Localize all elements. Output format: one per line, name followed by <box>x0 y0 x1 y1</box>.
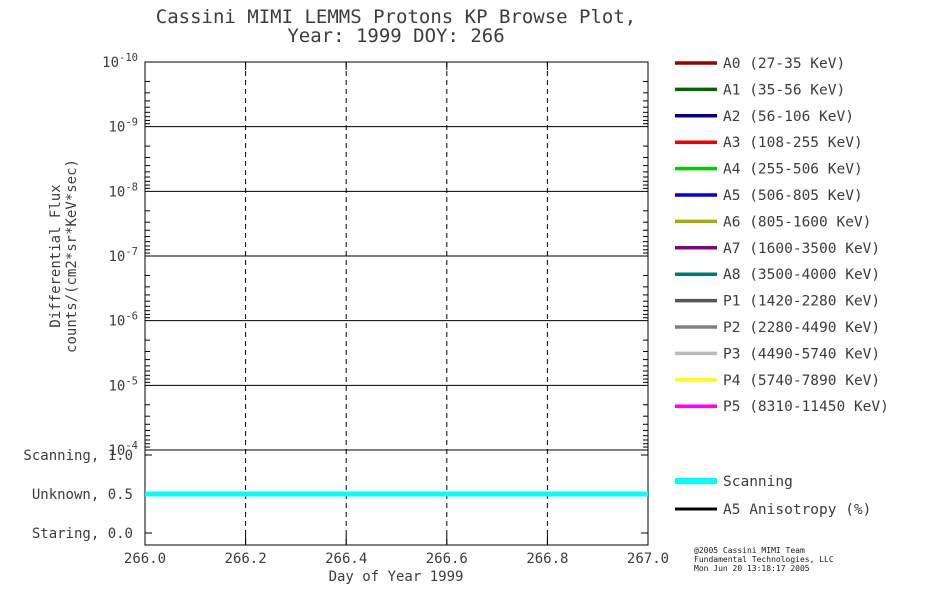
x-tick-label: 266.6 <box>426 551 468 567</box>
y-tick-label: 10-9 <box>108 117 138 136</box>
legend-label: A1 (35-56 KeV) <box>723 82 845 98</box>
x-tick-label: 266.0 <box>124 551 166 567</box>
credit-line3: Mon Jun 20 13:18:17 2005 <box>694 564 810 573</box>
axis-layer: 266.0 266.2 266.4 266.6 266.8 267.0 10-10 10-9 1… <box>23 52 669 567</box>
x-tick-label: 266.4 <box>325 551 367 567</box>
plot-title-line2: Year: 1999 DOY: 266 <box>287 25 504 47</box>
legend-layer: A0 (27-35 KeV) A1 (35-56 KeV) A2 (56-106 K… <box>675 56 889 518</box>
x-tick-label: 266.2 <box>225 551 267 567</box>
plot-border <box>144 61 649 546</box>
y-axis-label-line2: counts/(cm2*sr*KeV*sec) <box>64 159 80 353</box>
legend-label: P4 (5740-7890 KeV) <box>723 373 880 389</box>
status-tick-label: Staring, 0.0 <box>32 526 133 542</box>
grid-layer <box>144 61 649 546</box>
legend-label: Scanning <box>723 474 793 490</box>
legend-label: A2 (56-106 KeV) <box>723 109 854 125</box>
legend-label: P3 (4490-5740 KeV) <box>723 346 880 362</box>
legend-label: A5 Anisotropy (%) <box>723 502 871 518</box>
y-tick-label: 10-10 <box>102 52 138 71</box>
legend-label: A5 (506-805 KeV) <box>723 188 863 204</box>
y-tick-label: 10-6 <box>108 311 138 330</box>
x-axis-label: Day of Year 1999 <box>329 569 464 585</box>
legend-label: A6 (805-1600 KeV) <box>723 214 871 230</box>
x-tick-label: 267.0 <box>627 551 669 567</box>
legend-label: A4 (255-506 KeV) <box>723 162 863 178</box>
y-tick-label: 10-5 <box>108 375 138 394</box>
status-tick-label: Scanning, 1.0 <box>23 448 133 464</box>
status-tick-label: Unknown, 0.5 <box>32 487 133 503</box>
legend-label: A7 (1600-3500 KeV) <box>723 241 880 257</box>
y-tick-label: 10-4 <box>108 440 138 459</box>
y-axis-label-line1: Differential Flux <box>48 184 64 327</box>
credit-line2: Fundamental Technologies, LLC <box>694 555 834 564</box>
legend-label: A3 (108-255 KeV) <box>723 135 863 151</box>
y-tick-label: 10-7 <box>108 246 138 265</box>
y-tick-label: 10-8 <box>108 181 138 200</box>
plot-title-line1: Cassini MIMI LEMMS Protons KP Browse Plo… <box>156 6 636 28</box>
legend-label: A8 (3500-4000 KeV) <box>723 267 880 283</box>
credit-line1: @2005 Cassini MIMI Team <box>694 546 805 555</box>
legend-label: P5 (8310-11450 KeV) <box>723 399 889 415</box>
legend-label: P1 (1420-2280 KeV) <box>723 294 880 310</box>
x-tick-label: 266.8 <box>526 551 568 567</box>
legend-label: A0 (27-35 KeV) <box>723 56 845 72</box>
legend-label: P2 (2280-4490 KeV) <box>723 320 880 336</box>
